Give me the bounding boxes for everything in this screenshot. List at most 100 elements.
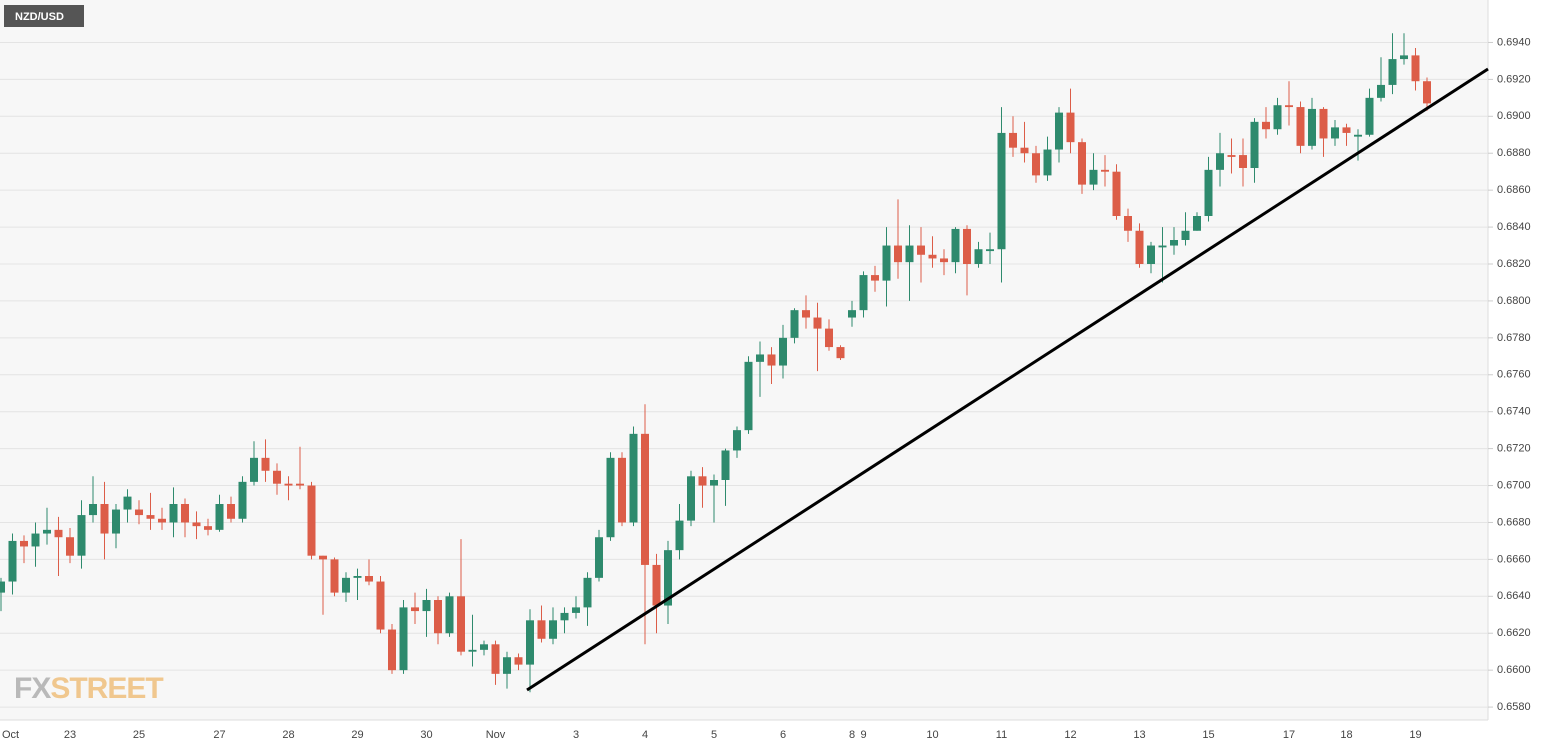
- candle-body: [1377, 84, 1385, 98]
- candle-body: [1158, 245, 1167, 248]
- candle-body: [89, 504, 97, 516]
- candle-body: [480, 644, 488, 650]
- candle-body: [1308, 108, 1316, 146]
- y-tick-label: 0.6680: [1497, 516, 1531, 528]
- candle-body: [802, 310, 810, 318]
- candle-body: [491, 644, 500, 674]
- candle-body: [652, 564, 661, 606]
- candle-body: [790, 310, 799, 338]
- candle-body: [1250, 121, 1259, 168]
- x-tick-label: 17: [1283, 729, 1295, 741]
- y-tick-label: 0.6820: [1497, 258, 1531, 270]
- candle-body: [1135, 230, 1144, 264]
- candle-body: [1388, 59, 1397, 85]
- x-tick-label: 29: [351, 729, 363, 741]
- x-tick-label: 28: [282, 729, 294, 741]
- candle-body: [641, 433, 649, 565]
- candle-body: [43, 529, 51, 534]
- candle-body: [1273, 105, 1282, 130]
- candle-body: [825, 328, 833, 348]
- candle-body: [629, 433, 638, 523]
- candle-body: [940, 258, 948, 263]
- candle-body: [238, 481, 247, 519]
- candle-body: [457, 596, 465, 652]
- y-tick-label: 0.6640: [1497, 590, 1531, 602]
- y-tick-label: 0.6700: [1497, 479, 1531, 491]
- grid: [0, 41, 1488, 708]
- candle-body: [296, 483, 304, 486]
- candle-body: [1365, 97, 1374, 135]
- candle-body: [1032, 153, 1040, 176]
- candle-body: [894, 245, 902, 263]
- candle-body: [227, 504, 235, 519]
- candle-body: [974, 249, 983, 264]
- y-tick-label: 0.6600: [1497, 664, 1531, 676]
- x-tick-label: 27: [213, 729, 225, 741]
- x-tick-label: 30: [420, 729, 432, 741]
- y-tick-label: 0.6760: [1497, 369, 1531, 381]
- candle-body: [836, 347, 845, 359]
- x-tick-label: Nov: [486, 729, 506, 741]
- candle-body: [307, 485, 316, 556]
- candle-body: [422, 600, 431, 612]
- candle-body: [721, 450, 730, 480]
- y-tick-label: 0.6740: [1497, 406, 1531, 418]
- y-tick-label: 0.6840: [1497, 221, 1531, 233]
- candle-body: [1319, 108, 1328, 139]
- candle-body: [445, 596, 454, 634]
- candle-body: [1112, 171, 1121, 216]
- candle-body: [537, 620, 546, 639]
- plot-area: [0, 0, 1488, 720]
- candle-body: [871, 275, 879, 281]
- candle-body: [411, 607, 419, 612]
- candle-body: [54, 529, 63, 538]
- candle-body: [1227, 155, 1236, 157]
- candle-body: [1193, 216, 1201, 231]
- candle-body: [997, 132, 1006, 250]
- candle-body: [1101, 169, 1109, 172]
- candle-body: [261, 457, 270, 471]
- candle-body: [112, 509, 120, 534]
- candle-body: [1262, 121, 1270, 130]
- candle-body: [1411, 55, 1420, 82]
- y-tick-label: 0.6880: [1497, 147, 1531, 159]
- y-tick-label: 0.6920: [1497, 73, 1531, 85]
- x-tick-label: 19: [1409, 729, 1421, 741]
- y-tick-label: 0.6620: [1497, 627, 1531, 639]
- x-tick-label: 15: [1202, 729, 1214, 741]
- candle-body: [733, 430, 741, 451]
- candle-body: [514, 657, 523, 665]
- candle-body: [1043, 149, 1052, 176]
- x-tick-label: 9: [860, 729, 866, 741]
- x-tick-label: 3: [573, 729, 579, 741]
- candle-body: [1066, 112, 1075, 143]
- candle-body: [606, 457, 615, 538]
- x-tick-label: 13: [1133, 729, 1145, 741]
- y-tick-label: 0.6800: [1497, 295, 1531, 307]
- candle-body: [1181, 230, 1190, 240]
- candle-body: [1055, 112, 1063, 150]
- x-tick-label: 23: [64, 729, 76, 741]
- candle-body: [1423, 81, 1431, 104]
- candle-body: [1009, 132, 1017, 148]
- candle-body: [20, 540, 28, 547]
- candle-body: [1342, 127, 1351, 133]
- candle-body: [526, 620, 534, 665]
- candle-body: [434, 600, 442, 634]
- x-tick-label: Oct: [2, 729, 19, 741]
- candle-body: [215, 504, 224, 530]
- y-tick-label: 0.6940: [1497, 36, 1531, 48]
- candle-body: [917, 245, 925, 255]
- candle-body: [192, 522, 201, 527]
- candle-body: [468, 649, 477, 652]
- candle-body: [1216, 153, 1224, 170]
- candle-body: [158, 518, 166, 523]
- x-tick-label: 10: [926, 729, 938, 741]
- candle-body: [595, 537, 603, 578]
- candle-body: [342, 577, 350, 593]
- candle-body: [1331, 127, 1339, 139]
- y-tick-label: 0.6860: [1497, 184, 1531, 196]
- x-tick-label: 18: [1340, 729, 1352, 741]
- candle-body: [273, 470, 281, 484]
